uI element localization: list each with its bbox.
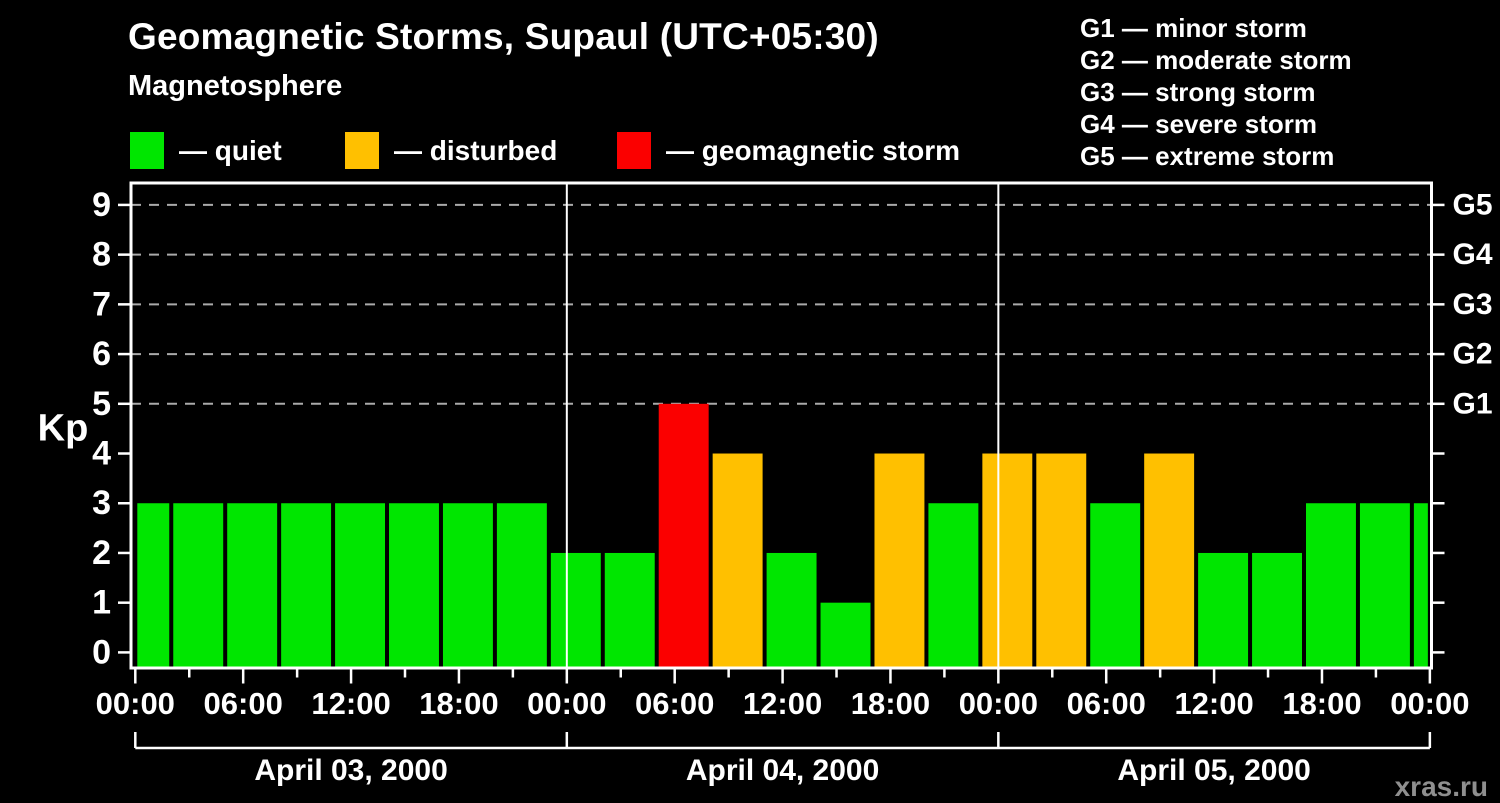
watermark: xras.ru [1394,771,1488,802]
g-scale-axis-label: G4 [1453,238,1493,271]
x-axis-time-label: 06:00 [635,686,714,721]
g-scale-axis-label: G1 [1453,387,1493,420]
g4-legend-line: G4 — severe storm [1080,109,1318,139]
legend-item-quiet: — quiet [130,132,282,169]
kp-bar [928,503,979,668]
legend-item-storm: — geomagnetic storm [617,132,960,169]
kp-bar [281,503,332,668]
x-axis-time-label: 00:00 [527,686,606,721]
x-axis-time-label: 00:00 [96,686,175,721]
kp-bar [389,503,439,668]
chart-subtitle: Magnetosphere [128,70,343,102]
legend-label-disturbed: — disturbed [394,134,558,166]
plot-border [129,181,1433,670]
kp-bar [982,453,1033,668]
kp-bar [658,403,709,668]
x-axis-time-label: 00:00 [959,686,1038,721]
y-axis-label: 8 [92,236,111,274]
kp-bar [335,503,386,668]
kp-bar [712,453,763,668]
legend-label-storm: — geomagnetic storm [666,134,961,166]
quiet-swatch-icon [130,132,164,169]
x-axis-time-label: 12:00 [311,686,390,721]
kp-bar [1306,503,1356,668]
kp-bar [137,503,170,668]
kp-bar [1252,552,1302,668]
x-axis-time-label: 00:00 [1390,686,1469,721]
disturbed-swatch-icon [345,132,379,169]
x-axis-time-label: 06:00 [204,686,283,721]
g-scale-axis-label: G2 [1453,338,1493,371]
g1-legend-line: G1 — minor storm [1080,13,1307,43]
g-scale-axis-label: G5 [1453,188,1493,221]
g-scale-axis-label: G3 [1453,288,1493,321]
x-axis-time-label: 06:00 [1067,686,1146,721]
x-axis-time-label: 12:00 [1174,686,1253,721]
y-axis-label: 9 [92,186,111,224]
x-axis-time-label: 18:00 [419,686,498,721]
kp-bar [604,552,655,668]
y-axis-label: 4 [92,435,111,473]
y-axis-label: 7 [92,285,111,323]
kp-bar [1090,503,1141,668]
kp-bar [1198,552,1249,668]
date-label: April 04, 2000 [686,754,879,787]
y-axis-label: 2 [92,534,111,572]
x-axis-time-label: 18:00 [851,686,930,721]
kp-bar [1359,503,1410,668]
kp-bar [1413,503,1428,668]
y-axis-label: 6 [92,335,111,373]
x-axis-time-label: 18:00 [1282,686,1361,721]
date-label: April 05, 2000 [1117,754,1310,787]
y-axis-label: 5 [92,385,111,423]
chart-title: Geomagnetic Storms, Supaul (UTC+05:30) [128,16,879,57]
kp-bar [227,503,278,668]
g2-legend-line: G2 — moderate storm [1080,45,1352,75]
date-label: April 03, 2000 [254,754,447,787]
storm-swatch-icon [617,132,651,169]
kp-bar [442,503,493,668]
kp-bar [496,503,547,668]
g-scale-legend: G1 — minor storm G2 — moderate storm G3 … [1080,12,1352,172]
kp-bar [766,552,817,668]
kp-bar [874,453,925,668]
legend-label-quiet: — quiet [179,134,282,166]
legend-item-disturbed: — disturbed [345,132,557,169]
kp-bar [1036,453,1087,668]
y-axis-title: Kp [38,408,89,450]
g3-legend-line: G3 — strong storm [1080,77,1316,107]
y-axis-label: 0 [92,633,111,671]
kp-bar [550,552,601,668]
g5-legend-line: G5 — extreme storm [1080,141,1335,171]
kp-bar [820,602,871,668]
kp-bar [1144,453,1195,668]
y-axis-label: 3 [92,484,111,522]
kp-bar [173,503,224,668]
x-axis-time-label: 12:00 [743,686,822,721]
y-axis-label: 1 [92,584,111,622]
